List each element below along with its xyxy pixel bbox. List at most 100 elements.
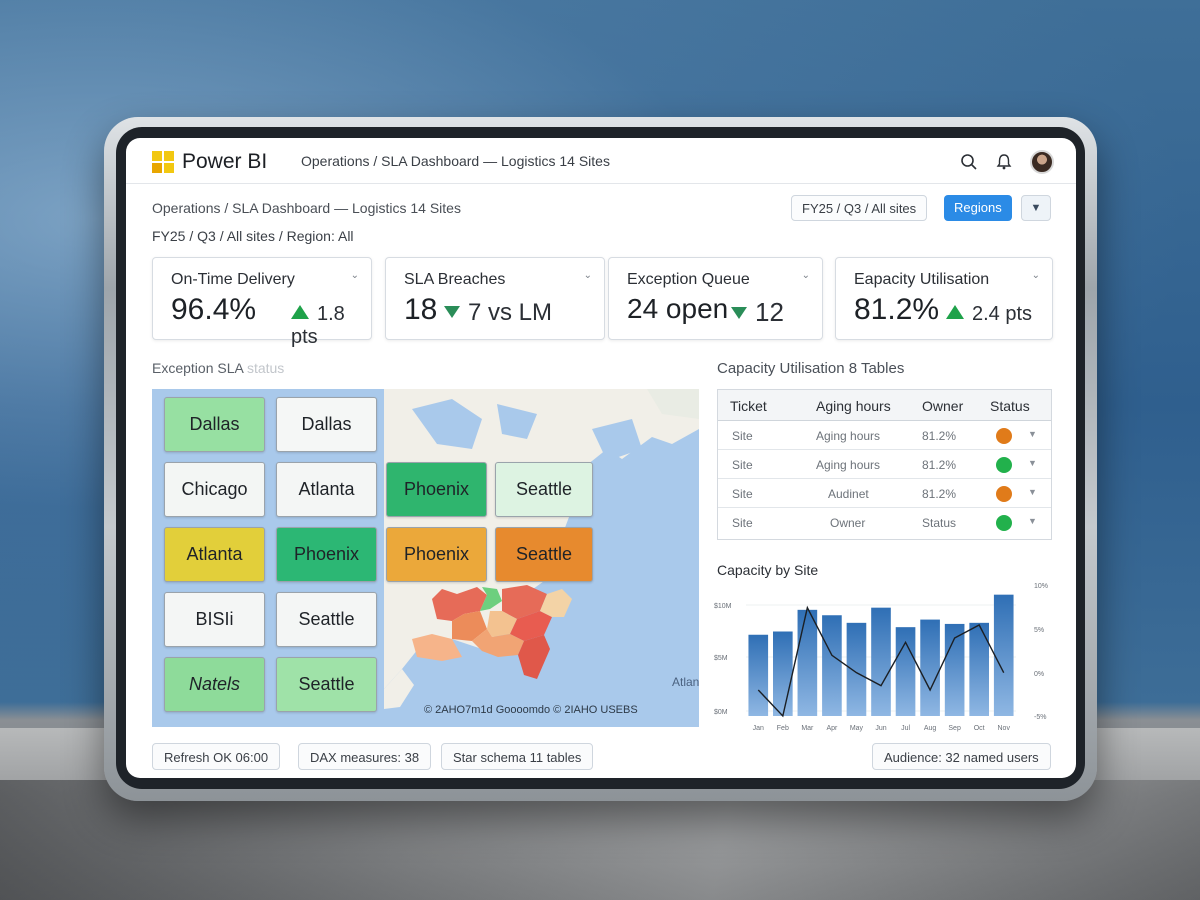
search-icon[interactable] [960,153,978,171]
kpi-label: On-Time Delivery [171,271,295,288]
column-header[interactable]: Aging hours [816,398,891,414]
column-header[interactable]: Owner [922,398,964,414]
site-tile[interactable]: Phoenix [276,527,377,582]
kpi-label: Exception Queue [627,271,750,288]
table-row[interactable]: Site Audinet 81.2% ▼ [718,479,1051,508]
site-tile[interactable]: Dallas [164,397,265,452]
star-schema-chip[interactable]: Star schema 11 tables [441,743,594,770]
y2-tick-label: 5% [1034,627,1044,634]
bar-may[interactable] [846,622,867,716]
map-ocean-label: Atlantic [672,675,699,689]
ticket-table: Ticket Aging hours Owner Status Site Agi… [717,389,1052,540]
filter-summary: FY25 / Q3 / All sites / Region: All [152,228,354,244]
app-brand: Power BI [182,150,268,173]
trend-down-icon [444,306,460,318]
y-tick-label: $0M [714,709,728,716]
kpi-delta: 2.4 pts [946,303,1032,326]
table-row[interactable]: Site Aging hours 81.2% ▼ [718,450,1051,479]
site-tile[interactable]: Natels [164,657,265,712]
kpi-card-capacity-utilisation[interactable]: Eapacity Utilisation ⌄ 81.2% 2.4 pts [835,257,1053,340]
trend-up-icon [291,305,309,319]
table-row[interactable]: Site Owner Status ▼ [732,515,1037,531]
bar-nov[interactable] [993,594,1014,716]
x-tick-label: Jun [875,725,886,732]
chevron-down-icon[interactable]: ⌄ [350,270,359,281]
site-tile[interactable]: Atlanta [276,462,377,517]
site-tile[interactable]: Chicago [164,462,265,517]
x-tick-label: Feb [777,725,789,732]
bell-icon[interactable] [996,153,1012,171]
filter-dropdown-button[interactable]: ▼ [1021,195,1051,221]
kpi-value: 18 [404,293,438,326]
period-filter-chip[interactable]: FY25 / Q3 / All sites [791,195,928,221]
chevron-down-icon[interactable]: ⌄ [1031,270,1040,281]
x-tick-label: May [850,725,864,732]
exception-map[interactable]: Dallas Dallas Chicago Atlanta Phoenix Se… [152,389,699,727]
regions-button[interactable]: Regions [944,195,1012,221]
table-header-row: Ticket Aging hours Owner Status [718,390,1051,421]
status-dot [996,486,1012,502]
chevron-down-icon: ▼ [1030,202,1042,214]
bar-apr[interactable] [822,615,842,716]
site-tile[interactable]: Atlanta [164,527,265,582]
site-tile[interactable]: BISIi [164,592,265,647]
kpi-value: 81.2% [854,293,940,326]
x-tick-label: Jul [901,725,910,732]
kpi-delta: 12 [731,297,784,328]
x-tick-label: Apr [826,725,838,732]
kpi-delta: 7 vs LM [444,299,552,327]
top-actions [960,150,1054,174]
status-dot [996,428,1012,444]
status-dot [996,515,1012,531]
x-tick-label: Mar [801,725,814,732]
chevron-down-icon[interactable]: ⌄ [801,270,810,281]
x-tick-label: Oct [974,725,985,732]
y2-tick-label: 10% [1034,583,1048,590]
table-row[interactable]: Site Aging hours 81.2% ▼ [718,421,1051,450]
bar-jun[interactable] [871,607,891,716]
column-header[interactable]: Ticket [730,398,767,414]
dax-measures-chip[interactable]: DAX measures: 38 [298,743,432,770]
bar-mar[interactable] [797,609,818,716]
bar-jul[interactable] [895,627,916,716]
kpi-value: 96.4% [171,293,257,326]
y-tick-label: $10M [714,603,732,610]
x-tick-label: Jan [753,725,764,732]
table-section-title: Capacity Utilisation 8 Tables [717,360,905,377]
bar-feb[interactable] [773,631,793,717]
chevron-down-icon[interactable]: ▼ [1028,516,1037,526]
chevron-down-icon[interactable]: ⌄ [583,270,592,281]
top-breadcrumb[interactable]: Operations / SLA Dashboard — Logistics 1… [301,153,610,169]
site-tile[interactable]: Seattle [495,527,593,582]
bar-aug[interactable] [920,619,940,716]
bar-oct[interactable] [969,622,989,716]
kpi-card-exception-queue[interactable]: Exception Queue ⌄ 24 open 12 [608,257,823,340]
site-tile[interactable]: Seattle [276,592,377,647]
powerbi-screen: Power BI Operations / SLA Dashboard — Lo… [126,138,1076,778]
x-tick-label: Aug [924,725,937,732]
chevron-down-icon[interactable]: ▼ [1028,458,1037,468]
map-credit: © 2AHO7m1d Goooomdo © 2IAHO USEBS [424,704,638,716]
site-tile[interactable]: Seattle [276,657,377,712]
refresh-status-chip[interactable]: Refresh OK 06:00 [152,743,281,770]
trend-line[interactable] [757,605,1005,718]
site-tile[interactable]: Phoenix [386,462,487,517]
kpi-card-sla-breaches[interactable]: SLA Breaches ⌄ 18 7 vs LM [385,257,605,340]
kpi-card-on-time-delivery[interactable]: On-Time Delivery ⌄ 96.4% 1.8 pts [152,257,372,348]
column-header[interactable]: Status [990,398,1030,414]
page-breadcrumb[interactable]: Operations / SLA Dashboard — Logistics 1… [152,200,461,216]
chevron-down-icon[interactable]: ▼ [1028,429,1037,439]
trend-up-icon [946,305,964,319]
user-avatar[interactable] [1030,150,1054,174]
kpi-label: SLA Breaches [404,271,506,288]
powerbi-logo-icon [152,151,174,173]
audience-chip[interactable]: Audience: 32 named users [872,743,1051,770]
site-tile[interactable]: Seattle [495,462,593,517]
y2-tick-label: -5% [1034,714,1046,721]
chevron-down-icon[interactable]: ▼ [1028,487,1037,497]
status-dot [996,457,1012,473]
bar-jan[interactable] [748,634,769,716]
site-tile[interactable]: Phoenix [386,527,487,582]
capacity-chart[interactable]: $10M $5M $0M 10% 5% 0% -5% Jan Feb Mar Apr May Jun Ju… [712,578,1052,738]
site-tile[interactable]: Dallas [276,397,377,452]
